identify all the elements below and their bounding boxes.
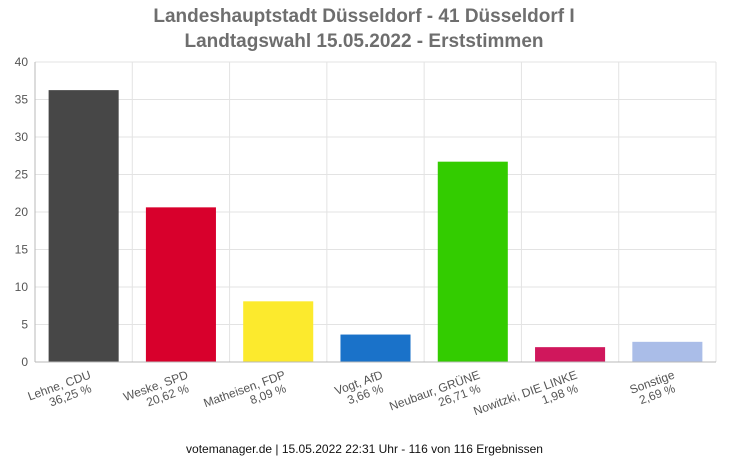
y-axis: 0 5 10 15 20 25 30 35 40 — [15, 55, 36, 369]
y-tick-label: 15 — [15, 243, 29, 257]
y-tick-label: 35 — [15, 93, 29, 107]
x-tick-label: Weske, SPD20,62 % — [121, 368, 194, 417]
chart-subtitle: Landtagswahl 15.05.2022 - Erststimmen — [184, 31, 543, 52]
bars — [48, 90, 703, 362]
y-tick-label: 5 — [21, 318, 28, 332]
x-tick-label: Lehne, CDU36,25 % — [26, 368, 97, 416]
x-tick-label: Vogt, AfD3,66 % — [333, 368, 390, 411]
chart-title: Landeshauptstadt Düsseldorf - 41 Düsseld… — [153, 6, 574, 27]
footer-note: votemanager.de | 15.05.2022 22:31 Uhr - … — [186, 442, 543, 456]
y-tick-label: 0 — [21, 355, 28, 369]
y-tick-label: 40 — [15, 55, 29, 69]
bar — [535, 347, 606, 362]
y-tick-label: 10 — [15, 280, 29, 294]
x-axis: Lehne, CDU36,25 % Weske, SPD20,62 % Mathei… — [26, 361, 716, 431]
y-tick-label: 25 — [15, 168, 29, 182]
bar — [340, 334, 411, 362]
y-tick-label: 30 — [15, 130, 29, 144]
x-tick-label: Nowitzki, DIE LINKE1,98 % — [472, 368, 584, 431]
x-tick-label: Sonstige2,69 % — [628, 368, 681, 409]
bar — [632, 341, 703, 362]
grid — [34, 61, 717, 363]
bar — [437, 161, 508, 362]
bar — [243, 301, 314, 362]
y-tick-label: 20 — [15, 205, 29, 219]
bar — [145, 207, 216, 362]
x-tick-label: Matheisen, FDP8,09 % — [202, 368, 292, 423]
x-tick-label: Neubaur, GRÜNE26,71 % — [387, 368, 486, 426]
bar — [48, 90, 119, 362]
